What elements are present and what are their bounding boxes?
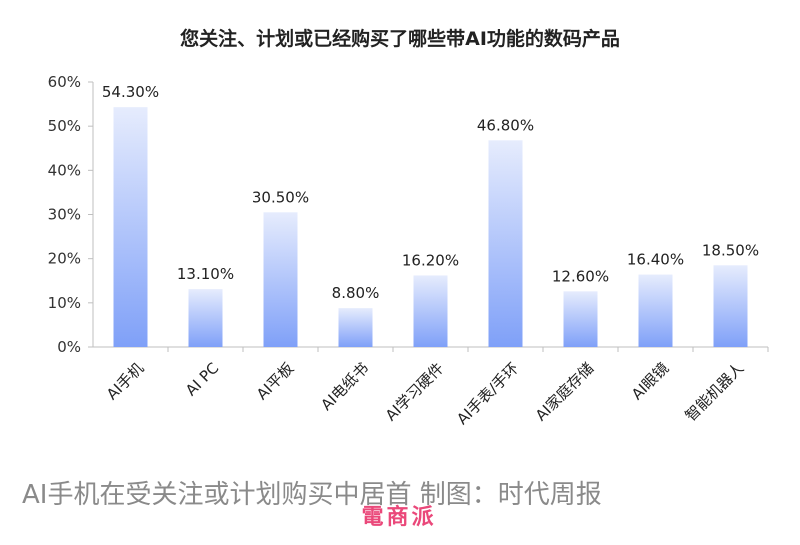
y-tick-label: 50%	[48, 117, 81, 135]
x-tick-label: AI电纸书	[317, 359, 372, 414]
y-tick-label: 20%	[48, 250, 81, 268]
data-label: 13.10%	[177, 265, 234, 283]
data-label: 8.80%	[332, 284, 380, 302]
bar	[338, 308, 373, 347]
bar	[563, 291, 598, 347]
x-tick-label: AI手表/手环	[453, 359, 522, 428]
data-label: 16.20%	[402, 251, 459, 269]
watermark-text: 電商派	[361, 505, 437, 530]
bar	[638, 274, 673, 347]
watermark-logo: 電商派	[350, 500, 448, 530]
bar	[188, 289, 223, 347]
y-tick-label: 30%	[48, 206, 81, 224]
data-label: 16.40%	[627, 251, 684, 269]
data-label: 46.80%	[477, 116, 534, 134]
chart-title: 您关注、计划或已经购买了哪些带AI功能的数码产品	[180, 28, 620, 50]
x-tick-label: 智能机器人	[682, 359, 748, 425]
data-label: 18.50%	[702, 241, 759, 259]
data-label: 54.30%	[102, 83, 159, 101]
x-tick-label: AI手机	[103, 359, 147, 403]
bar	[488, 140, 523, 347]
bar	[263, 212, 298, 347]
bar	[413, 275, 448, 347]
caption-text: AI手机在受关注或计划购买中居首 制图：时代周报	[22, 480, 602, 510]
bar-chart: 0%10%20%30%40%50%60%AI手机 AI PC AI平板 AI电纸书 AI…	[48, 73, 769, 428]
bar	[113, 107, 148, 347]
x-tick-label: AI PC	[182, 359, 222, 399]
x-tick-label: AI平板	[253, 359, 297, 403]
x-tick-label: AI学习硬件	[382, 359, 448, 425]
y-tick-label: 60%	[48, 73, 81, 91]
x-tick-label: AI眼镜	[628, 359, 672, 403]
y-tick-label: 10%	[48, 294, 81, 312]
bar	[713, 265, 748, 347]
y-tick-label: 40%	[48, 161, 81, 179]
x-tick-label: AI家庭存储	[532, 359, 598, 425]
y-tick-label: 0%	[57, 338, 81, 356]
bars: 54.30% 13.10% 30.50% 8.80% 16.20% 46.80% 12.60…	[102, 83, 759, 347]
data-label: 30.50%	[252, 188, 309, 206]
data-label: 12.60%	[552, 267, 609, 285]
